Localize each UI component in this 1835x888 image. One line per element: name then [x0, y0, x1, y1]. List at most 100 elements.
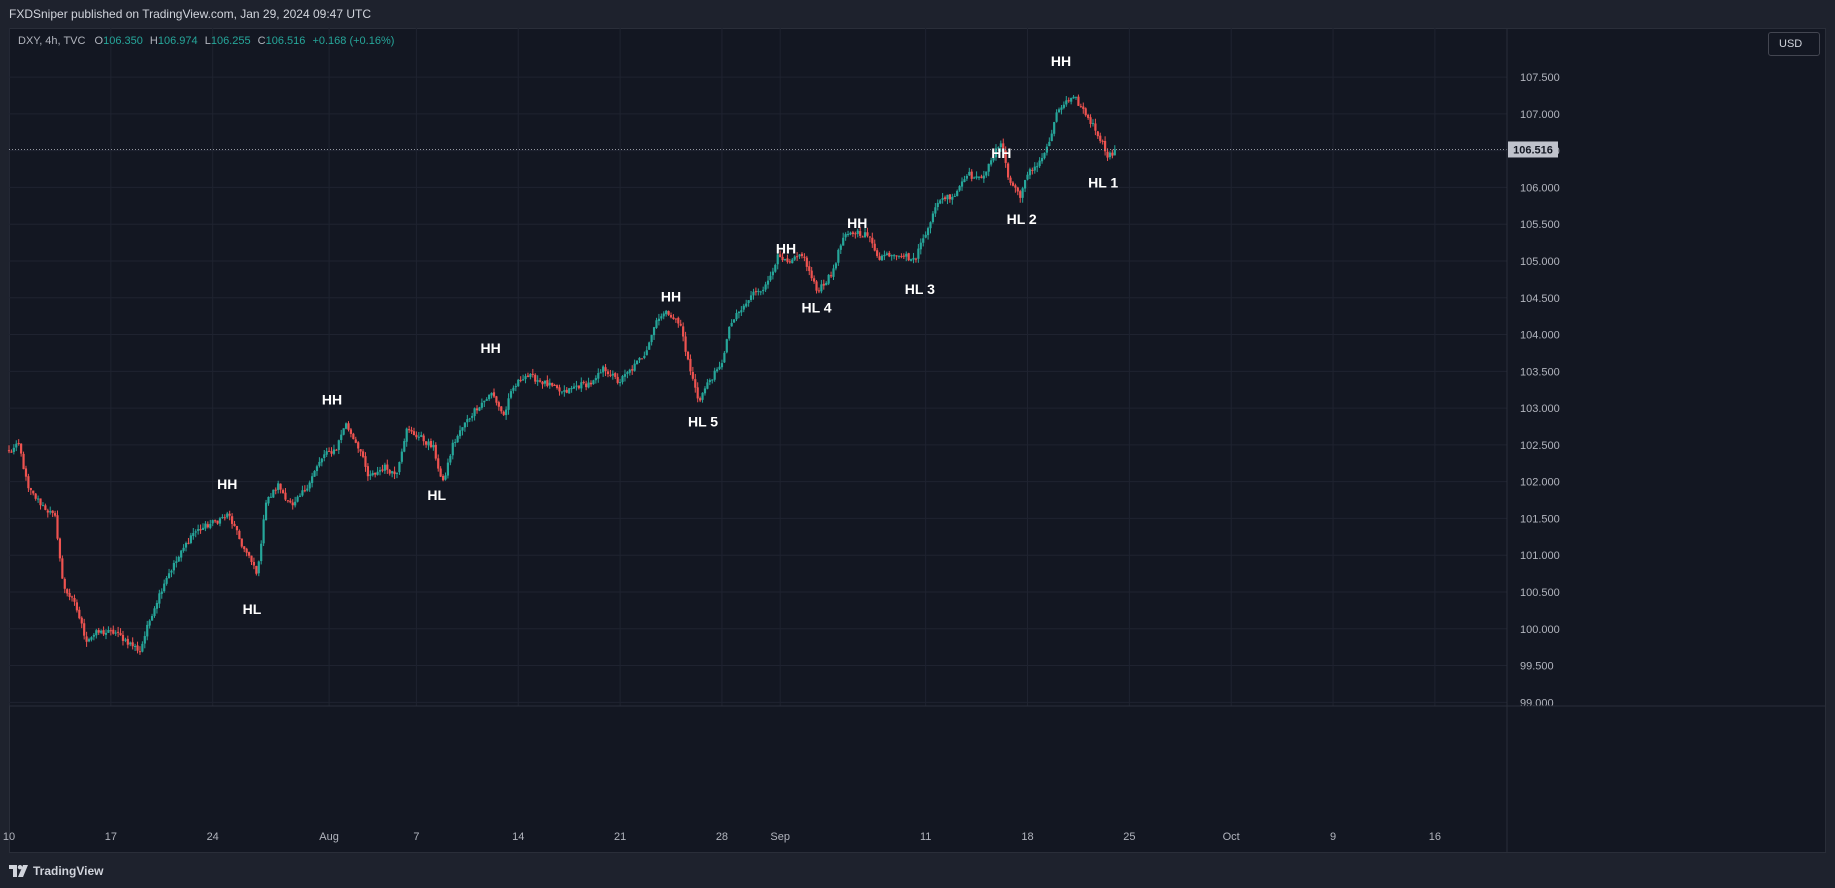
- candle-body: [403, 441, 406, 452]
- candle-body: [873, 243, 876, 251]
- candle-body: [1019, 191, 1022, 198]
- swing-label: HL: [243, 601, 262, 617]
- candle-body: [565, 389, 568, 393]
- candle-body: [1072, 96, 1075, 99]
- candle-body: [798, 254, 801, 257]
- candle-body: [839, 245, 842, 250]
- candle-body: [1062, 104, 1065, 108]
- candle-body: [216, 520, 219, 524]
- candle-body: [684, 336, 687, 352]
- candle-body: [342, 428, 345, 435]
- candle-body: [868, 236, 871, 238]
- candle-body: [97, 630, 100, 633]
- candle-body: [638, 357, 641, 361]
- candle-body: [538, 380, 542, 382]
- high-label: H: [149, 35, 158, 47]
- candle-body: [320, 458, 323, 463]
- candle-body: [711, 379, 714, 381]
- candle-body: [318, 461, 321, 466]
- candle-body: [686, 351, 690, 360]
- chart-pane[interactable]: [9, 28, 1826, 853]
- candle-body: [505, 409, 508, 416]
- candle-body: [148, 620, 151, 626]
- candle-body: [87, 639, 91, 642]
- candle-body: [742, 305, 745, 310]
- high-value: 106.974: [157, 35, 198, 47]
- price-axis[interactable]: 99.000 99.500 100.000 100.500 101.000 101.500…: [1506, 28, 1560, 852]
- candle-body: [437, 458, 440, 469]
- candle-body: [1038, 160, 1041, 167]
- candle-body: [58, 538, 62, 559]
- candle-body: [478, 407, 481, 411]
- currency-button[interactable]: USD: [1768, 32, 1820, 56]
- y-tick-label: 105.500: [1520, 219, 1560, 231]
- candle-body: [599, 372, 602, 374]
- candle-body: [197, 529, 200, 531]
- candle-body: [786, 258, 789, 262]
- candle-body: [856, 230, 859, 234]
- candle-body: [963, 179, 966, 183]
- published-text: FXDSniper published on TradingView.com, …: [9, 7, 371, 21]
- candle-body: [997, 147, 1000, 149]
- candle-body: [851, 232, 854, 234]
- candle-body: [1057, 109, 1061, 113]
- candle-body: [78, 609, 81, 619]
- candle-body: [660, 316, 663, 319]
- candle-body: [575, 385, 578, 387]
- candle-body: [977, 176, 981, 178]
- candle-body: [214, 520, 217, 522]
- candle-body: [335, 449, 338, 451]
- symbol-legend: DXY, 4h, TVC O106.350 H106.974 L106.255 …: [18, 35, 394, 47]
- candle-body: [817, 290, 821, 292]
- current-price-label: 106.516: [1513, 144, 1553, 156]
- candle-body: [543, 380, 547, 384]
- candle-body: [398, 462, 401, 473]
- tradingview-brand[interactable]: TradingView: [9, 864, 103, 878]
- low-value: 106.255: [210, 35, 251, 47]
- tradingview-logo-icon: [9, 865, 28, 877]
- candle-body: [924, 234, 927, 238]
- candle-body: [150, 615, 154, 621]
- candle-body: [563, 390, 566, 392]
- time-axis[interactable]: 10 17 24 Aug 7 14 21 28 Sep 11 18 25 Oct 9 16: [3, 705, 1826, 843]
- candle-body: [187, 542, 190, 544]
- x-tick-label: Oct: [1223, 831, 1240, 843]
- candle-body: [529, 374, 532, 378]
- candle-body: [468, 418, 471, 420]
- candle-body: [745, 303, 748, 307]
- candle-body: [291, 502, 294, 506]
- candle-body: [32, 490, 35, 494]
- candle-body: [347, 423, 350, 430]
- candle-body: [723, 352, 726, 363]
- x-tick-label: Aug: [319, 831, 339, 843]
- candle-body: [131, 642, 134, 647]
- candle-body: [633, 363, 636, 371]
- candle-body: [378, 470, 382, 472]
- candle-body: [720, 363, 724, 368]
- y-tick-label: 104.500: [1520, 293, 1560, 305]
- candle-body: [34, 493, 37, 499]
- x-tick-label: Sep: [770, 831, 790, 843]
- candle-body: [926, 228, 930, 236]
- candle-body: [606, 371, 610, 375]
- candle-body: [645, 350, 648, 356]
- candle-body: [344, 423, 348, 429]
- x-tick-label: 11: [920, 831, 931, 843]
- candle-body: [514, 386, 517, 388]
- candle-body: [602, 366, 605, 373]
- candle-body: [29, 488, 32, 491]
- candle-body: [354, 439, 357, 443]
- candle-body: [330, 451, 333, 454]
- candle-body: [813, 278, 816, 282]
- candle-body: [267, 496, 270, 504]
- swing-label: HH: [661, 288, 681, 304]
- candle-body: [975, 176, 978, 178]
- swing-label: HH: [322, 391, 342, 407]
- candle-body: [432, 444, 435, 448]
- candle-body: [597, 373, 600, 379]
- candle-body: [303, 490, 306, 492]
- candle-body: [1055, 112, 1058, 122]
- candle-body: [648, 342, 651, 350]
- candle-body: [480, 402, 483, 408]
